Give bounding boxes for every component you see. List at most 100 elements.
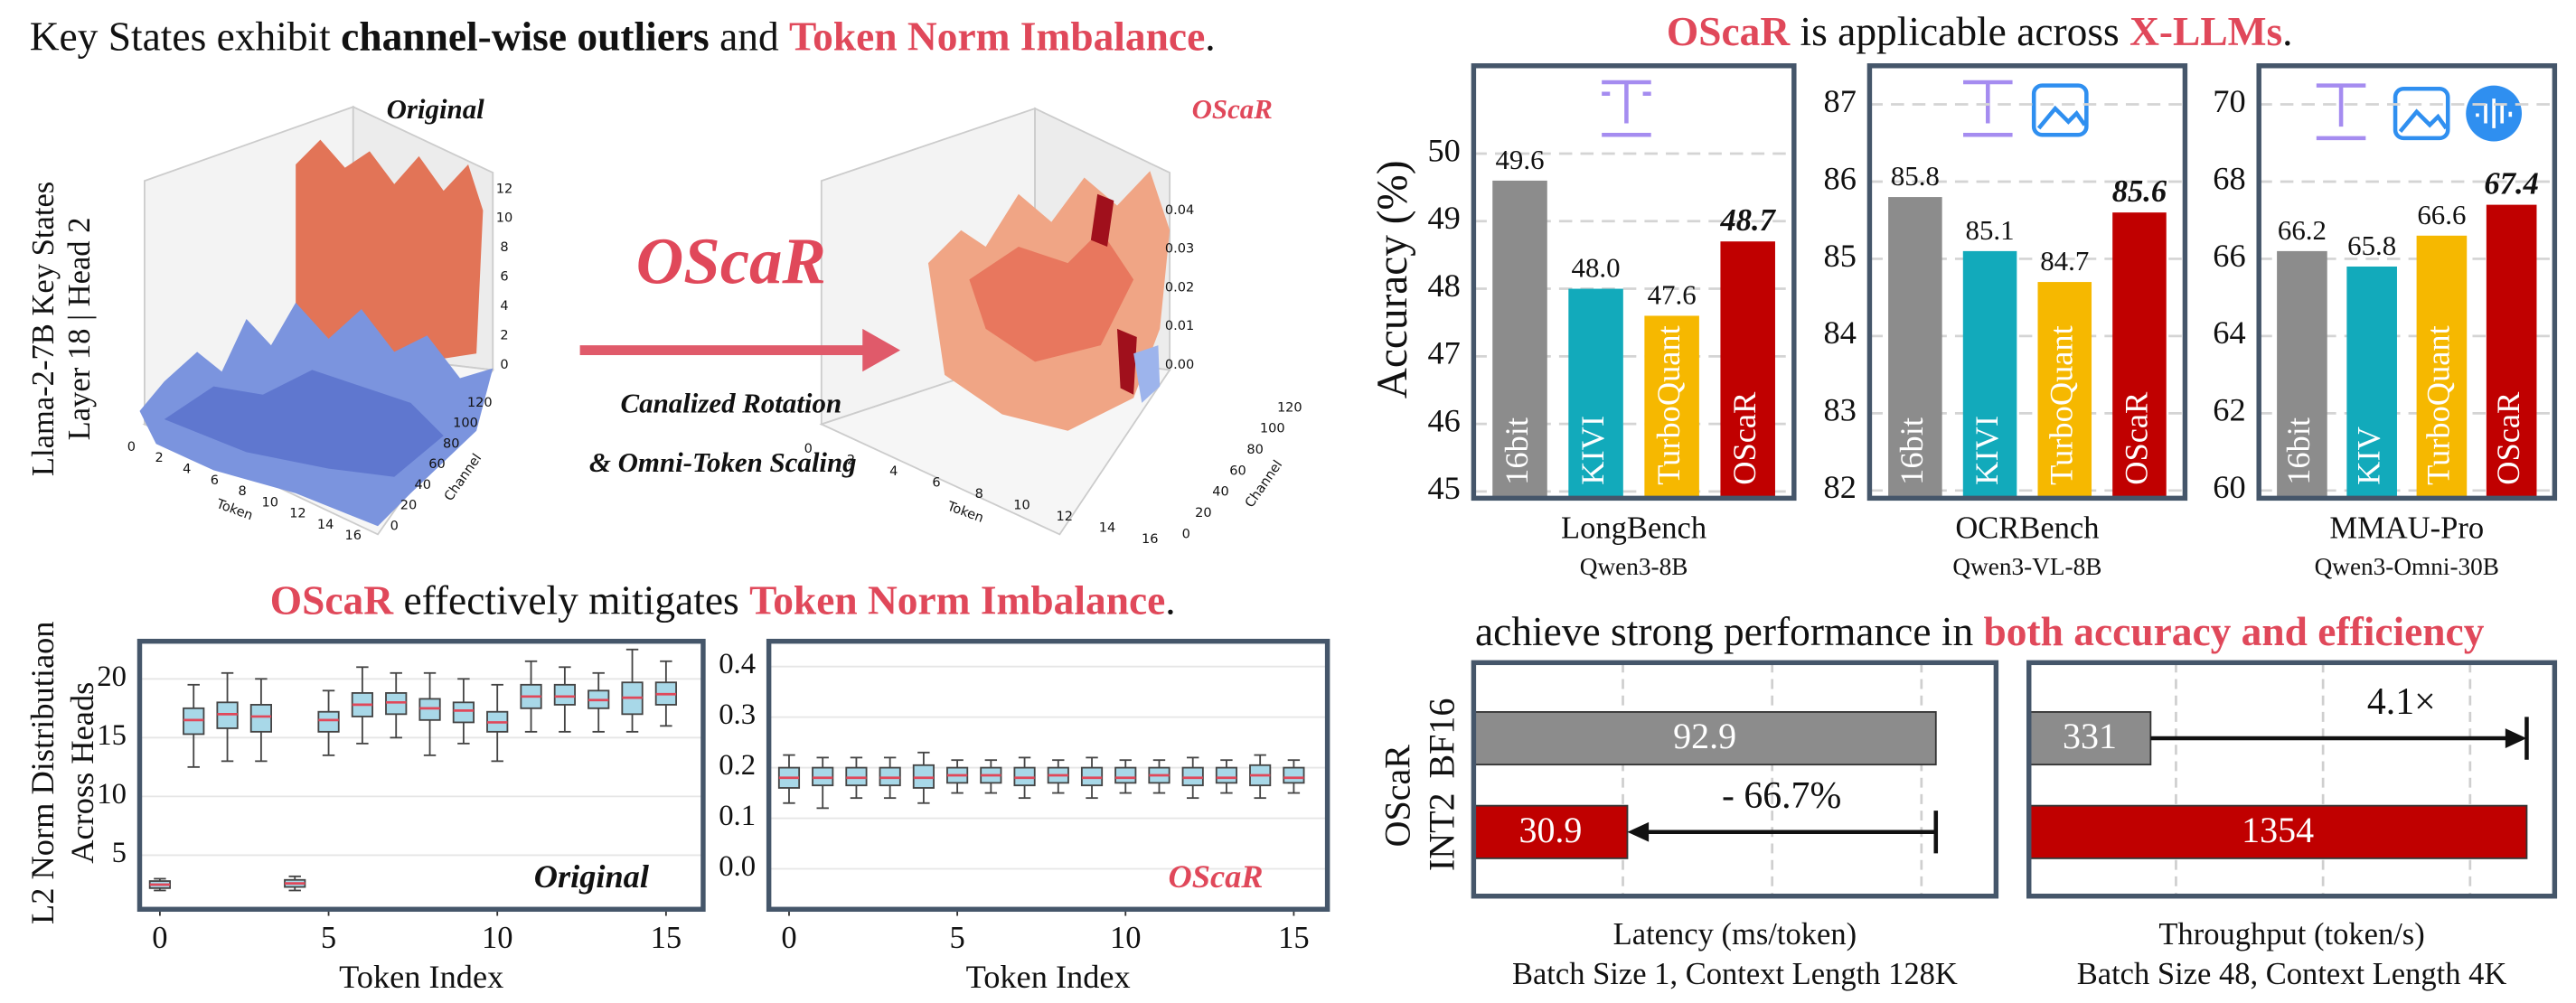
y-tick-label: 50	[1428, 132, 1461, 168]
category-label: TurboQuant	[2421, 325, 2457, 485]
box	[912, 764, 935, 789]
box	[1114, 766, 1137, 784]
y-tick-label: 70	[2213, 83, 2245, 119]
bar	[1472, 804, 1629, 859]
y-tick-label: 0.4	[719, 648, 756, 680]
y-axis-label: Accuracy (%)	[1369, 160, 1416, 398]
bar	[1888, 197, 1942, 499]
heading: OScaR is applicable across X-LLMs.	[1667, 8, 2293, 54]
token-tick-label: 0	[804, 442, 813, 456]
y-tick-label: 49	[1428, 200, 1461, 236]
value-label: 48.7	[1719, 203, 1776, 238]
channel-tick-label: 0	[390, 519, 399, 533]
y-tick-label: 0.2	[719, 749, 756, 782]
method-name: OScaR	[636, 224, 826, 297]
channel-tick-label: 0	[1182, 527, 1190, 541]
category-label: OScaR	[1726, 391, 1763, 485]
y-tick-label: 66	[2213, 238, 2245, 274]
value-label: 84.7	[2040, 245, 2089, 277]
channel-tick-label: 120	[1277, 400, 1302, 415]
y-tick-label: 47	[1428, 335, 1461, 371]
heading-part: OScaR	[270, 577, 394, 623]
value-label: 49.6	[1495, 144, 1544, 175]
box	[317, 710, 340, 733]
value-label: 85.8	[1891, 160, 1940, 192]
panel-annotation: Original	[534, 858, 650, 895]
heading: OScaR effectively mitigates Token Norm I…	[270, 577, 1176, 623]
x-axis-label: Token Index	[966, 959, 1131, 995]
category-label: KIVI	[1575, 416, 1611, 485]
box	[1013, 766, 1036, 787]
bar	[2416, 235, 2468, 499]
token-tick-label: 14	[317, 518, 334, 532]
z-tick-label: 0	[500, 358, 508, 372]
x-axis-label: Token Index	[339, 959, 503, 995]
z-tick-label: 10	[496, 211, 512, 226]
y-tick-label: 20	[97, 661, 127, 693]
plot-title: OScaR	[1192, 93, 1273, 125]
y-tick-label: 64	[2213, 314, 2245, 351]
category-label: BF16	[1422, 698, 1462, 779]
group-label: OScaR	[1377, 745, 1418, 848]
arrow-head	[2505, 728, 2527, 748]
value-label: 85.1	[1966, 214, 2015, 246]
modality-icons	[1602, 80, 2523, 142]
heading-part: Key States exhibit	[30, 14, 341, 60]
y-tick-label: 15	[97, 719, 127, 752]
x-tick-label: 15	[651, 921, 682, 955]
y-tick-label: 0.3	[719, 698, 756, 731]
annotation: 4.1×	[2367, 681, 2436, 723]
x-tick-label: 0	[781, 921, 796, 955]
z-tick-label: 8	[500, 240, 508, 255]
value-label: 331	[2063, 716, 2117, 756]
box	[1215, 766, 1238, 784]
heading-part: and	[710, 14, 789, 60]
token-tick-label: 10	[1013, 498, 1029, 512]
token-tick-label: 4	[889, 464, 898, 479]
box	[879, 766, 901, 787]
z-tick-label: 4	[500, 299, 508, 314]
bar	[2027, 804, 2528, 859]
y-tick-label: 86	[1824, 160, 1857, 196]
category-label: 16bit	[1894, 417, 1930, 485]
surface-decor	[139, 105, 1171, 536]
heading-part: OScaR	[1667, 8, 1791, 54]
x-axis-subtitle: Qwen3-8B	[1580, 553, 1688, 580]
token-tick-label: 2	[847, 453, 855, 467]
value-label: 66.2	[2278, 214, 2327, 246]
bar	[2486, 204, 2537, 499]
x-axis-subtitle: Qwen3-VL-8B	[1952, 553, 2101, 580]
x-axis-subtitle: Qwen3-Omni-30B	[2315, 553, 2499, 580]
x-axis-label: Throughput (token/s)	[2158, 917, 2424, 951]
z-tick-label: 0.04	[1165, 203, 1194, 218]
category-label: KIV	[2351, 427, 2387, 485]
z-tick-label: 0.02	[1165, 280, 1194, 295]
token-tick-label: 12	[1057, 510, 1073, 524]
token-tick-label: 8	[975, 487, 983, 502]
channel-tick-label: 80	[443, 436, 459, 451]
z-tick-label: 0.00	[1165, 358, 1194, 372]
y-tick-label: 5	[112, 837, 127, 869]
channel-tick-label: 40	[1212, 485, 1228, 500]
heading-part: .	[1165, 577, 1175, 623]
box	[452, 701, 475, 724]
category-label: TurboQuant	[2044, 325, 2080, 485]
plot-title: Original	[387, 93, 485, 125]
token-tick-label: 12	[289, 507, 306, 521]
bar	[1644, 315, 1699, 499]
panel-frame	[2026, 660, 2558, 899]
y-axis-label: L2 Norm Distributiaon	[24, 622, 61, 924]
token-tick-label: 6	[932, 475, 940, 490]
box	[553, 683, 576, 706]
heading-part: Token Norm Imbalance	[789, 14, 1205, 60]
x-tick-label: 5	[949, 921, 964, 955]
heading-part: effectively mitigates	[393, 577, 749, 623]
panel-frame	[136, 638, 706, 913]
bar	[2277, 250, 2327, 499]
panel-frame	[766, 638, 1330, 913]
category-label: TurboQuant	[1650, 325, 1687, 485]
value-label: 65.8	[2347, 230, 2396, 261]
channel-tick-label: 20	[1195, 506, 1211, 520]
value-label: 66.6	[2417, 199, 2466, 230]
